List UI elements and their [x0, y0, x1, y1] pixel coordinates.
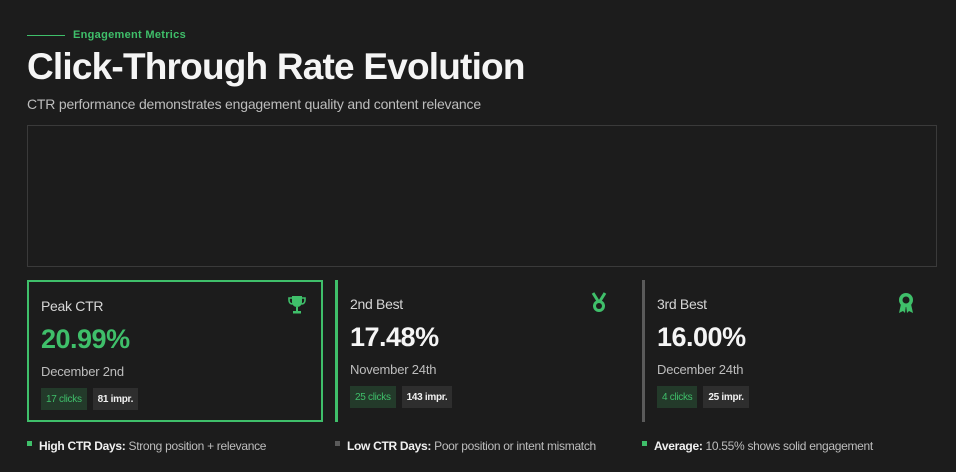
- legend-item-high-ctr: High CTR Days: Strong position + relevan…: [27, 439, 266, 453]
- legend-key: Low CTR Days:: [347, 439, 432, 453]
- impressions-badge: 143 impr.: [401, 386, 453, 408]
- legend-item-low-ctr: Low CTR Days: Poor position or intent mi…: [335, 439, 596, 453]
- page-title: Click-Through Rate Evolution: [27, 46, 525, 87]
- card-stats: 4 clicks 25 impr.: [657, 386, 749, 408]
- card-label: 2nd Best: [350, 296, 403, 312]
- legend-key: High CTR Days:: [39, 439, 126, 453]
- legend-key: Average:: [654, 439, 703, 453]
- trophy-icon: [288, 296, 306, 314]
- legend-swatch: [642, 440, 647, 446]
- legend-item-average: Average: 10.55% shows solid engagement: [642, 439, 873, 453]
- third-best-card: 3rd Best 16.00% December 24th 4 clicks 2…: [642, 280, 932, 422]
- section-eyebrow: Engagement Metrics: [27, 29, 186, 41]
- card-value: 20.99%: [41, 324, 130, 354]
- legend-swatch: [335, 440, 340, 446]
- eyebrow-divider: [27, 34, 65, 36]
- card-date: November 24th: [350, 362, 437, 377]
- card-stats: 17 clicks 81 impr.: [41, 388, 139, 410]
- clicks-badge: 4 clicks: [657, 386, 698, 408]
- peak-ctr-card: Peak CTR 20.99% December 2nd 17 clicks 8…: [27, 280, 323, 422]
- ctr-chart-container: [27, 125, 937, 267]
- card-label: 3rd Best: [657, 296, 707, 312]
- legend-swatch: [27, 440, 32, 446]
- card-value: 17.48%: [350, 322, 439, 352]
- eyebrow-label: Engagement Metrics: [73, 29, 186, 41]
- legend-description: Strong position + relevance: [128, 439, 267, 453]
- card-date: December 2nd: [41, 364, 124, 379]
- medal-icon: [591, 292, 607, 312]
- card-stats: 25 clicks 143 impr.: [350, 386, 453, 408]
- clicks-badge: 25 clicks: [350, 386, 396, 408]
- impressions-badge: 81 impr.: [92, 388, 139, 410]
- award-ribbon-icon: [899, 293, 913, 313]
- impressions-badge: 25 impr.: [703, 386, 749, 408]
- card-value: 16.00%: [657, 322, 746, 352]
- second-best-card: 2nd Best 17.48% November 24th 25 clicks …: [335, 280, 625, 422]
- clicks-badge: 17 clicks: [41, 388, 87, 410]
- card-date: December 24th: [657, 362, 744, 377]
- page-subtitle: CTR performance demonstrates engagement …: [27, 96, 481, 112]
- legend-description: 10.55% shows solid engagement: [705, 439, 874, 453]
- card-label: Peak CTR: [41, 298, 104, 314]
- legend-description: Poor position or intent mismatch: [434, 439, 596, 453]
